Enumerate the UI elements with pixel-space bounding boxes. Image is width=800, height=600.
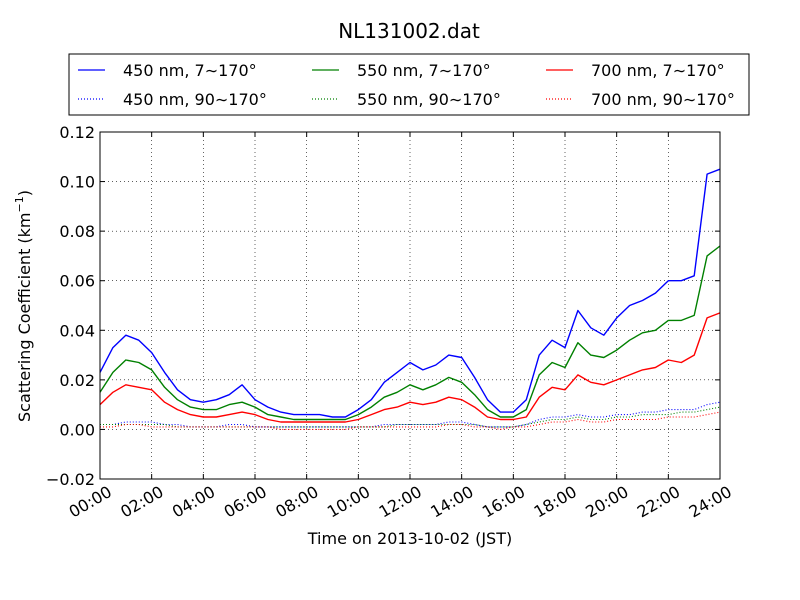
y-tick-label: 0.10: [59, 173, 95, 192]
series-line: [100, 411, 721, 430]
y-tick-label: 0.06: [59, 272, 95, 291]
y-axis-label-unit-exponent: −1: [13, 196, 26, 212]
y-tick-label: 0.02: [59, 371, 95, 390]
series-line: [99, 168, 721, 418]
x-axis-label: Time on 2013-10-02 (JST): [307, 529, 512, 548]
series-line: [99, 245, 721, 421]
y-tick-label: 0.08: [59, 222, 95, 241]
chart-title: NL131002.dat: [338, 19, 480, 43]
plot-lines: [99, 168, 721, 430]
legend-box: [68, 53, 750, 116]
series-line: [99, 312, 721, 423]
legend-label: 550 nm, 90∼170°: [357, 90, 501, 109]
y-axis-label-main: Scattering Coefficient (km: [15, 212, 34, 422]
y-axis-label-close: ): [15, 190, 34, 196]
y-tick-labels: −0.02 0.00 0.02 0.04 0.06 0.08 0.10 0.12: [46, 123, 95, 489]
legend-label: 450 nm, 90∼170°: [123, 90, 267, 109]
y-tick-label: 0.04: [59, 321, 95, 340]
legend-label: 550 nm, 7∼170°: [357, 61, 491, 80]
legend: 450 nm, 7∼170° 450 nm, 90∼170° 550 nm, 7∼1…: [68, 53, 750, 116]
axis-ticks: [99, 131, 721, 480]
y-tick-label: −0.02: [46, 470, 95, 489]
y-tick-label: 0.12: [59, 123, 95, 142]
y-axis-label: Scattering Coefficient (km−1): [13, 190, 34, 422]
y-tick-label: 0.00: [59, 420, 95, 439]
legend-label: 450 nm, 7∼170°: [123, 61, 257, 80]
legend-label: 700 nm, 90∼170°: [591, 90, 735, 109]
legend-label: 700 nm, 7∼170°: [591, 61, 725, 80]
